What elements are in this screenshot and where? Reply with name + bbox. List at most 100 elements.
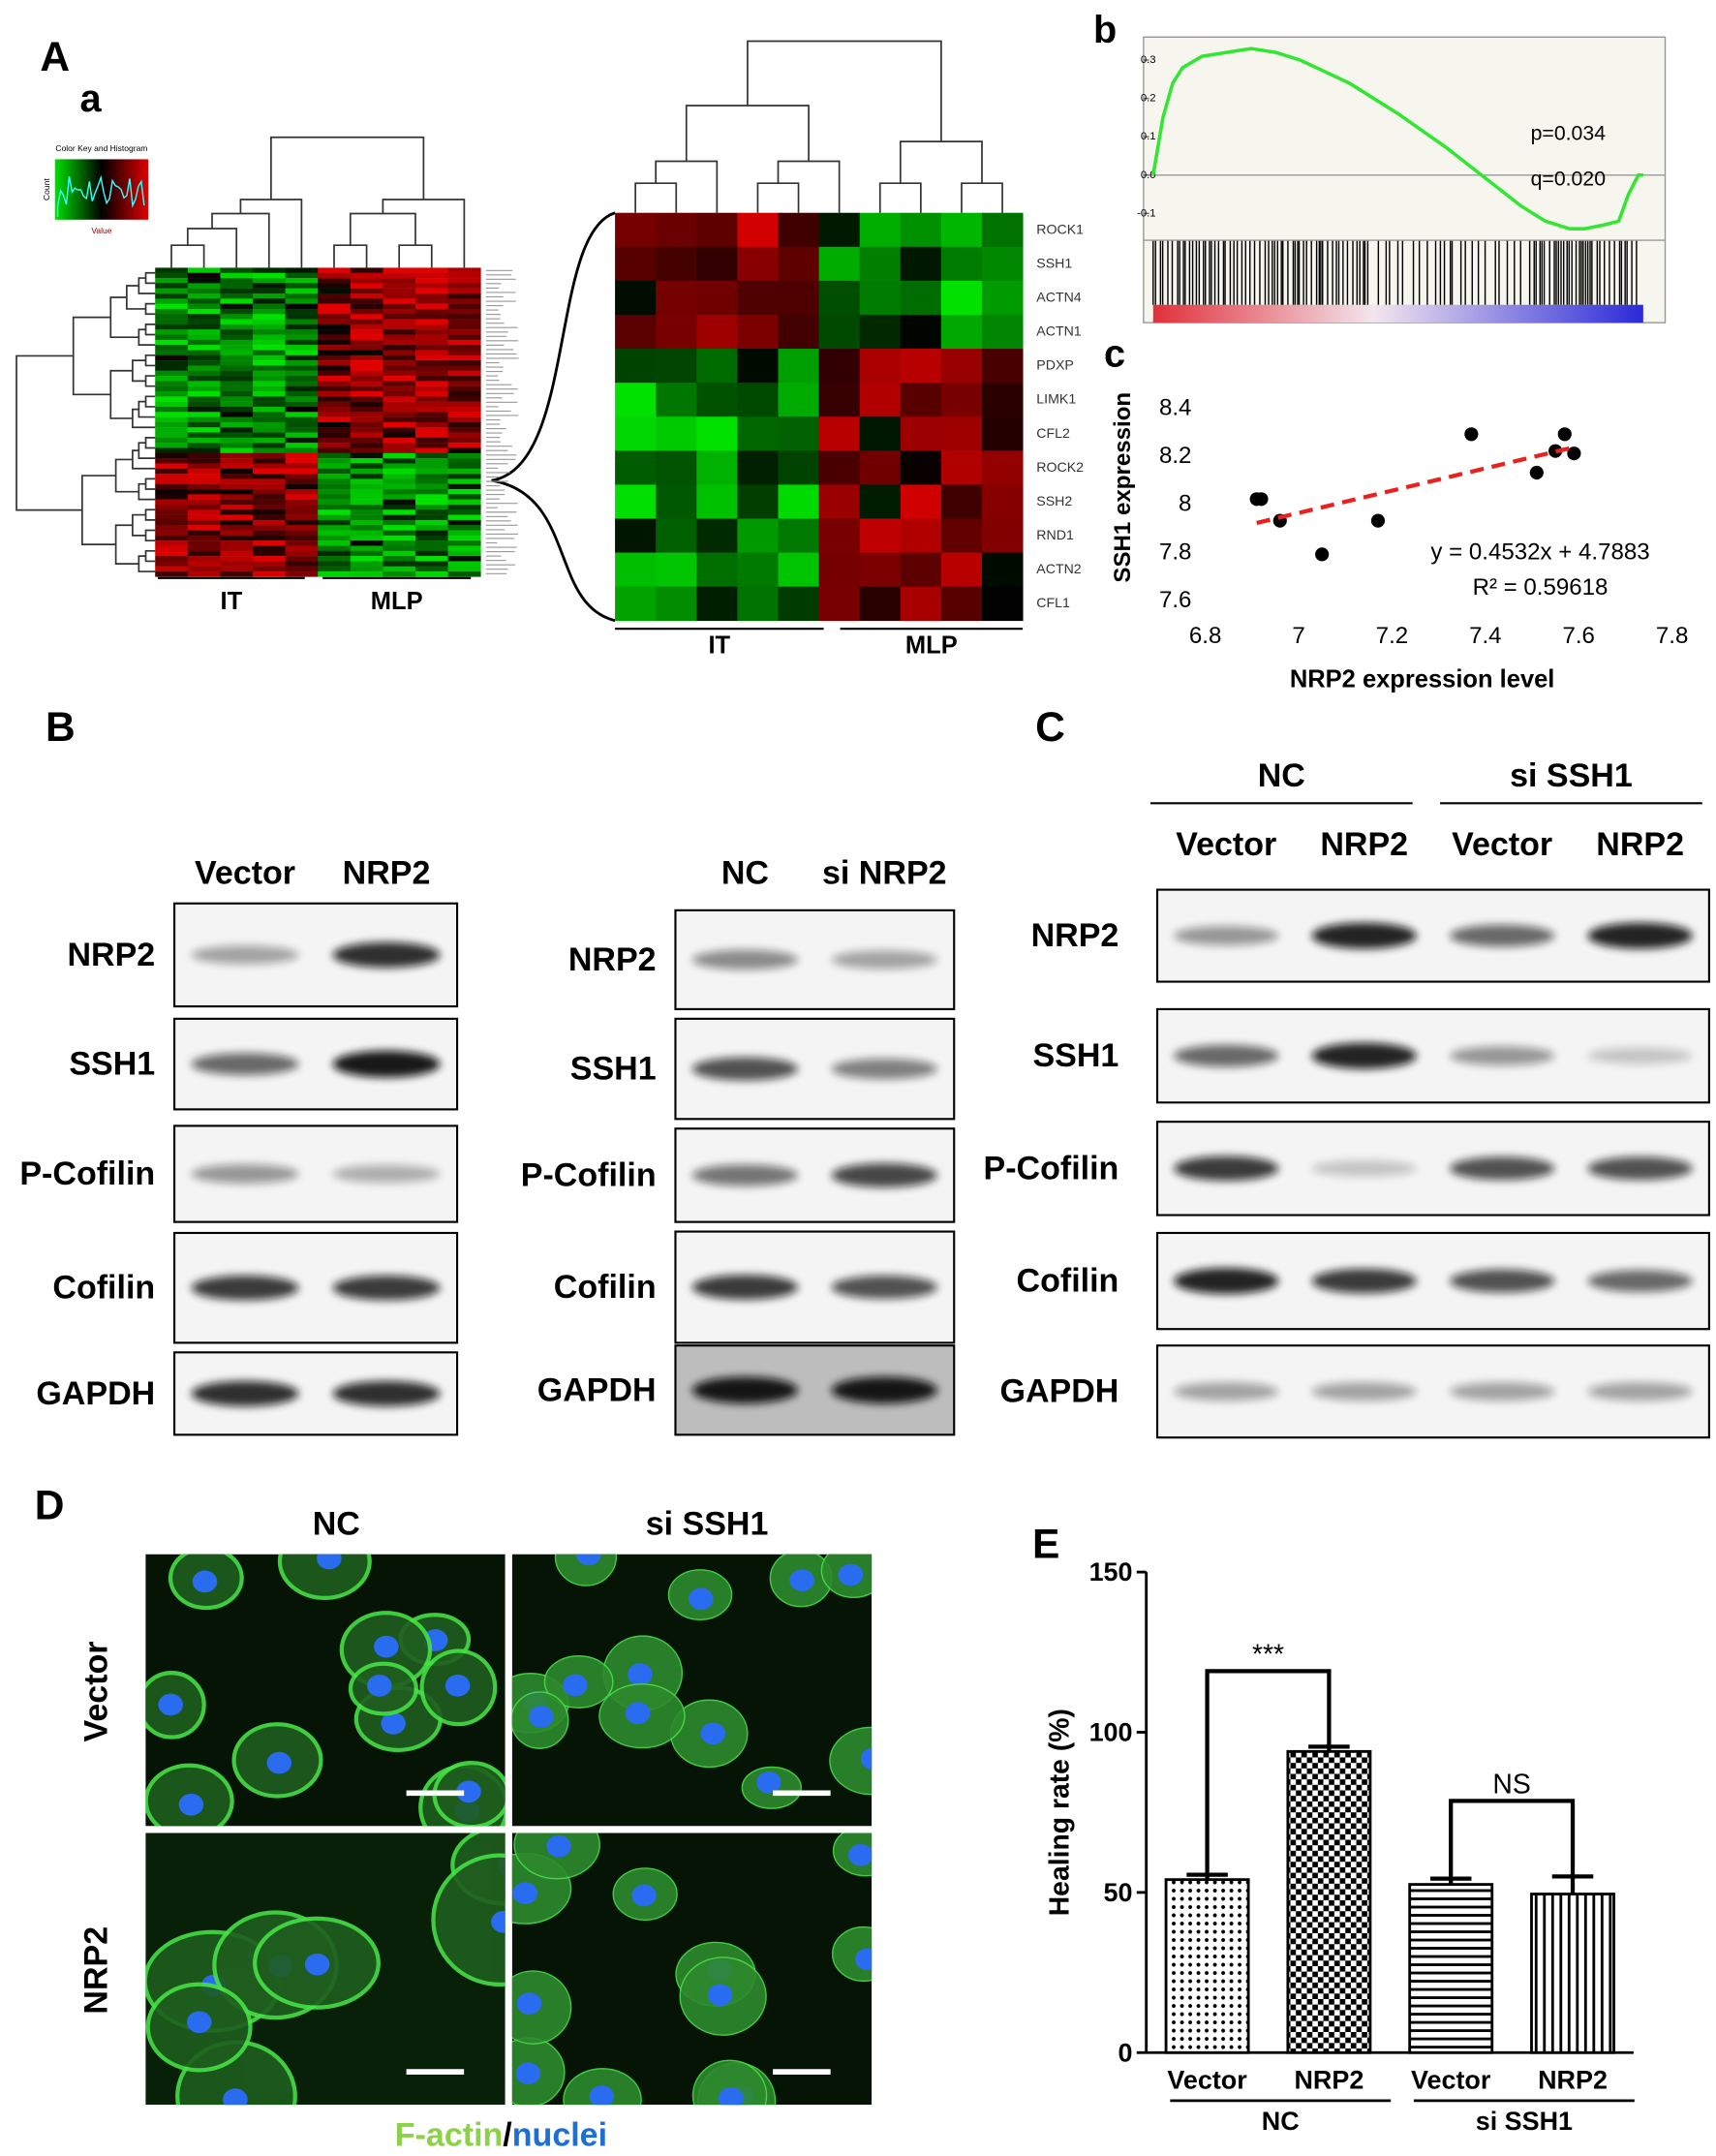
heatmap-cell	[900, 314, 942, 350]
heatmap-cell	[414, 571, 448, 577]
cell	[277, 1554, 372, 1600]
heatmap-cell	[737, 280, 779, 316]
dendrogram-branch	[239, 199, 303, 268]
heatmap-cell	[350, 468, 383, 475]
heatmap-cell	[383, 396, 416, 402]
heatmap-cell	[285, 432, 319, 439]
color-key-y-label: Count	[42, 178, 51, 200]
dendrogram-branch	[138, 442, 156, 459]
heatmap-cell	[285, 401, 319, 408]
heatmap-cell	[414, 463, 448, 469]
heatmap-cell	[318, 540, 352, 546]
nucleus	[515, 2062, 541, 2085]
dendrogram-branch	[138, 555, 156, 572]
caption-part: F-actin	[395, 2116, 504, 2153]
heatmap-cell	[252, 365, 287, 371]
heatmap-cell	[859, 280, 902, 316]
heatmap-cell	[350, 278, 383, 284]
heatmap-cell	[737, 450, 779, 485]
heatmap-cell	[220, 452, 254, 459]
heatmap-cell	[982, 383, 1024, 417]
heatmap-cell	[220, 514, 254, 521]
heatmap-cell	[900, 280, 942, 316]
heatmap-cell	[155, 365, 189, 371]
dendrogram-branch	[685, 105, 810, 162]
heatmap-cell	[285, 561, 319, 567]
heatmap-cell	[155, 412, 189, 417]
heatmap-cell	[414, 566, 448, 572]
heatmap-cell	[383, 283, 416, 289]
heatmap-cell	[187, 334, 221, 341]
heatmap-cell	[350, 504, 383, 510]
nucleus	[304, 1953, 330, 1976]
blot-row-label: GAPDH	[999, 1373, 1118, 1410]
heatmap-cell	[414, 360, 448, 366]
heatmap-cell	[859, 450, 902, 485]
heatmap-cell	[900, 484, 942, 519]
heatmap-cell	[187, 458, 221, 464]
heatmap-cell	[447, 267, 481, 273]
heatmap-cell	[187, 278, 221, 284]
heatmap-cell	[350, 509, 383, 515]
heatmap-cell	[155, 499, 189, 506]
heatmap-cell	[414, 303, 448, 310]
y-tick-label: 0	[1118, 2038, 1133, 2067]
heatmap-cell	[696, 349, 738, 384]
heatmap-cell	[447, 308, 481, 315]
blot-band	[831, 1275, 937, 1300]
heatmap-cell	[447, 561, 481, 567]
heatmap-cell	[383, 298, 416, 304]
blot-band	[1587, 1382, 1693, 1401]
heatmap-cell	[155, 272, 189, 279]
heatmap-cell	[220, 288, 254, 294]
nucleus	[631, 1884, 657, 1907]
nucleus	[381, 1712, 406, 1735]
heatmap-cell	[383, 514, 416, 521]
blot-band	[691, 1164, 799, 1186]
group-label: si SSH1	[1476, 2107, 1573, 2136]
heatmap-cell	[696, 586, 738, 622]
heatmap-cell	[285, 571, 319, 577]
blot-band	[332, 1050, 441, 1078]
heatmap-cell	[318, 272, 352, 279]
heatmap-cell	[447, 354, 481, 361]
heatmap-cell	[383, 339, 416, 346]
heatmap-cell	[220, 421, 254, 428]
heatmap-cell	[187, 556, 221, 562]
heatmap-cell	[447, 421, 481, 428]
heatmap-cell	[318, 566, 352, 572]
blot-band	[831, 1058, 937, 1080]
heatmap-cell	[155, 458, 189, 464]
heatmap-cell	[318, 354, 352, 361]
heatmap-cell	[285, 447, 319, 454]
heatmap-cell	[982, 212, 1024, 248]
heatmap-cell	[155, 561, 189, 567]
heatmap-cell	[285, 556, 319, 562]
dendrogram-branch	[126, 285, 146, 310]
heatmap-cell	[940, 212, 983, 248]
heatmap-cell	[252, 381, 287, 386]
dendrogram-branch	[109, 296, 139, 339]
heatmap-cell	[155, 376, 189, 382]
y-tick-label: 8.2	[1159, 443, 1191, 469]
heatmap-cell	[220, 323, 254, 330]
heatmap-cell	[187, 381, 221, 386]
nucleus	[456, 1780, 481, 1803]
heatmap-cell	[318, 463, 352, 469]
heatmap-cell	[155, 550, 189, 557]
heatmap-cell	[187, 545, 221, 552]
heatmap-cell	[414, 447, 448, 454]
dendrogram-branch	[144, 271, 156, 285]
heatmap-cell	[318, 499, 352, 506]
heatmap-cell	[414, 278, 448, 284]
heatmap-cell	[220, 396, 254, 402]
dendrogram-branch	[382, 199, 466, 268]
heatmap-cell	[859, 246, 902, 282]
heatmap-cell	[696, 552, 738, 588]
blot-band	[1311, 1042, 1417, 1069]
heatmap-cell	[318, 303, 352, 310]
heatmap-cell	[187, 561, 221, 567]
heatmap-cell	[818, 349, 861, 384]
heatmap-cell	[350, 519, 383, 526]
panel-label: B	[46, 705, 76, 751]
